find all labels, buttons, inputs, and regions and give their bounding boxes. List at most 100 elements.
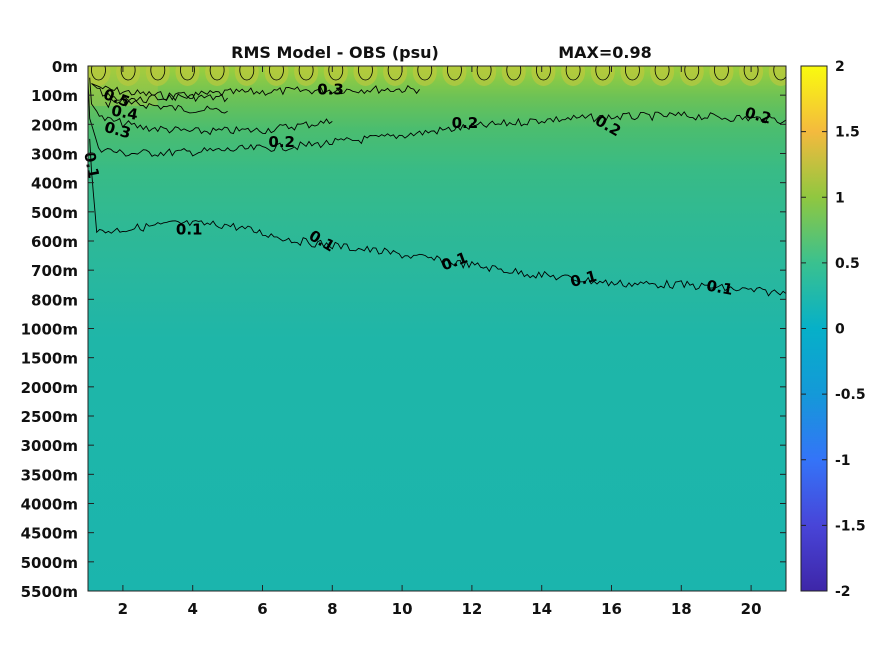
surface-contour — [180, 66, 195, 81]
x-tick-label: 18 — [671, 600, 692, 618]
surface-patch — [353, 66, 378, 86]
y-tick-label: 200m — [31, 116, 78, 134]
surface-patch — [412, 66, 437, 86]
y-tick-label: 0m — [52, 58, 78, 76]
surface-patch — [590, 66, 615, 86]
surface-contour — [506, 66, 522, 81]
y-tick-label: 5500m — [21, 583, 78, 601]
colorbar-tick-label: -1 — [835, 453, 851, 469]
max-label: MAX=0.98 — [558, 43, 652, 62]
x-tick-label: 2 — [118, 600, 128, 618]
surface-contour — [743, 66, 759, 81]
y-tick-label: 3000m — [21, 437, 78, 455]
surface-contour — [565, 66, 581, 81]
surface-patch — [561, 66, 586, 86]
colorbar-tick-label: -2 — [835, 584, 851, 600]
surface-patch — [768, 66, 786, 86]
y-tick-label: 800m — [31, 291, 78, 309]
surface-patch — [383, 66, 408, 86]
surface-contour — [150, 66, 166, 81]
contour-labels: 0.50.40.30.30.10.20.2 0.2 0.20.1 0.10.10.1 0… — [80, 80, 773, 299]
contour-line — [105, 84, 420, 109]
x-tick-label: 12 — [461, 600, 482, 618]
colorbar: 2 1.5 1 0.5 0 -0.5 -1 -1.5 -2 — [800, 59, 866, 600]
x-tick-label: 16 — [601, 600, 622, 618]
y-tick-label: 5000m — [21, 554, 78, 572]
colorbar-tick-label: -1.5 — [835, 518, 866, 534]
surface-patch — [323, 66, 348, 86]
x-tick-label: 14 — [531, 600, 552, 618]
y-tick-label: 1000m — [21, 321, 78, 339]
y-tick-label: 4500m — [21, 525, 78, 543]
surface-patch — [650, 66, 675, 86]
y-tick-label: 400m — [31, 175, 78, 193]
heatmap-field — [88, 66, 786, 591]
surface-patch — [234, 66, 259, 86]
x-tick-label: 6 — [257, 600, 267, 618]
y-tick-label: 3500m — [21, 466, 78, 484]
y-tick-label: 1500m — [21, 350, 78, 368]
chart-title: RMS Model - OBS (psu) — [231, 43, 439, 62]
surface-contour — [684, 66, 700, 81]
x-axis-ticks: 2 4 6 8 10 12 14 16 18 20 — [118, 66, 762, 618]
y-tick-label: 4000m — [21, 496, 78, 514]
surface-patch — [264, 66, 289, 86]
colorbar-tick-label: 2 — [835, 59, 845, 75]
surface-contour — [417, 66, 433, 81]
surface-contour — [476, 66, 492, 81]
contour-label: 0.1 — [705, 276, 734, 298]
surface-patch — [709, 66, 734, 86]
colorbar-ticks: 2 1.5 1 0.5 0 -0.5 -1 -1.5 -2 — [801, 59, 866, 600]
plot-area: 0.50.40.30.30.10.20.2 0.2 0.20.1 0.10.10.1 0… — [21, 58, 787, 618]
contour-label: 0.1 — [176, 220, 203, 238]
contour-lines — [88, 66, 786, 297]
surface-patch — [205, 66, 230, 86]
contour-line — [91, 83, 228, 114]
x-tick-label: 10 — [392, 600, 413, 618]
surface-contour — [120, 66, 136, 81]
colorbar-tick-label: 0.5 — [835, 256, 860, 272]
surface-contour — [654, 66, 670, 81]
surface-patch — [679, 66, 704, 86]
y-axis-ticks: 0m 100m 200m 300m 400m 500m 600m 700m 800m 1000m 1… — [21, 58, 786, 601]
contour-line — [89, 138, 786, 297]
surface-contour — [536, 66, 551, 81]
colorbar-tick-label: 0 — [835, 322, 845, 338]
surface-highlight — [88, 66, 786, 106]
x-tick-label: 20 — [741, 600, 762, 618]
surface-contour — [269, 66, 284, 81]
surface-contour — [447, 66, 462, 81]
contour-label: 0.1 — [80, 151, 102, 180]
colorbar-tick-label: -0.5 — [835, 387, 866, 403]
surface-patch — [175, 66, 200, 86]
surface-patch — [116, 66, 141, 86]
surface-contour — [239, 66, 255, 81]
surface-patch — [472, 66, 497, 86]
y-tick-label: 600m — [31, 233, 78, 251]
surface-contour — [595, 66, 611, 81]
surface-contour — [714, 66, 729, 81]
contour-label: 0.4 — [110, 101, 139, 123]
surface-patch — [294, 66, 319, 86]
surface-contour — [328, 66, 344, 81]
y-tick-label: 100m — [31, 87, 78, 105]
y-tick-label: 500m — [31, 204, 78, 222]
contour-line — [89, 77, 333, 136]
surface-contour — [773, 66, 786, 81]
surface-patch — [620, 66, 645, 86]
contour-label: 0.2 — [452, 114, 479, 132]
contour-label: 0.3 — [317, 80, 344, 98]
surface-patch — [739, 66, 764, 86]
colorbar-tick-label: 1 — [835, 190, 845, 206]
colorbar-tick-label: 1.5 — [835, 125, 860, 141]
y-tick-label: 700m — [31, 262, 78, 280]
surface-patch — [531, 66, 556, 86]
y-tick-label: 2500m — [21, 408, 78, 426]
surface-contour — [358, 66, 373, 81]
y-tick-label: 2000m — [21, 379, 78, 397]
contour-line — [91, 83, 228, 103]
y-tick-label: 300m — [31, 146, 78, 164]
surface-patch — [501, 66, 526, 86]
surface-contour — [625, 66, 640, 81]
